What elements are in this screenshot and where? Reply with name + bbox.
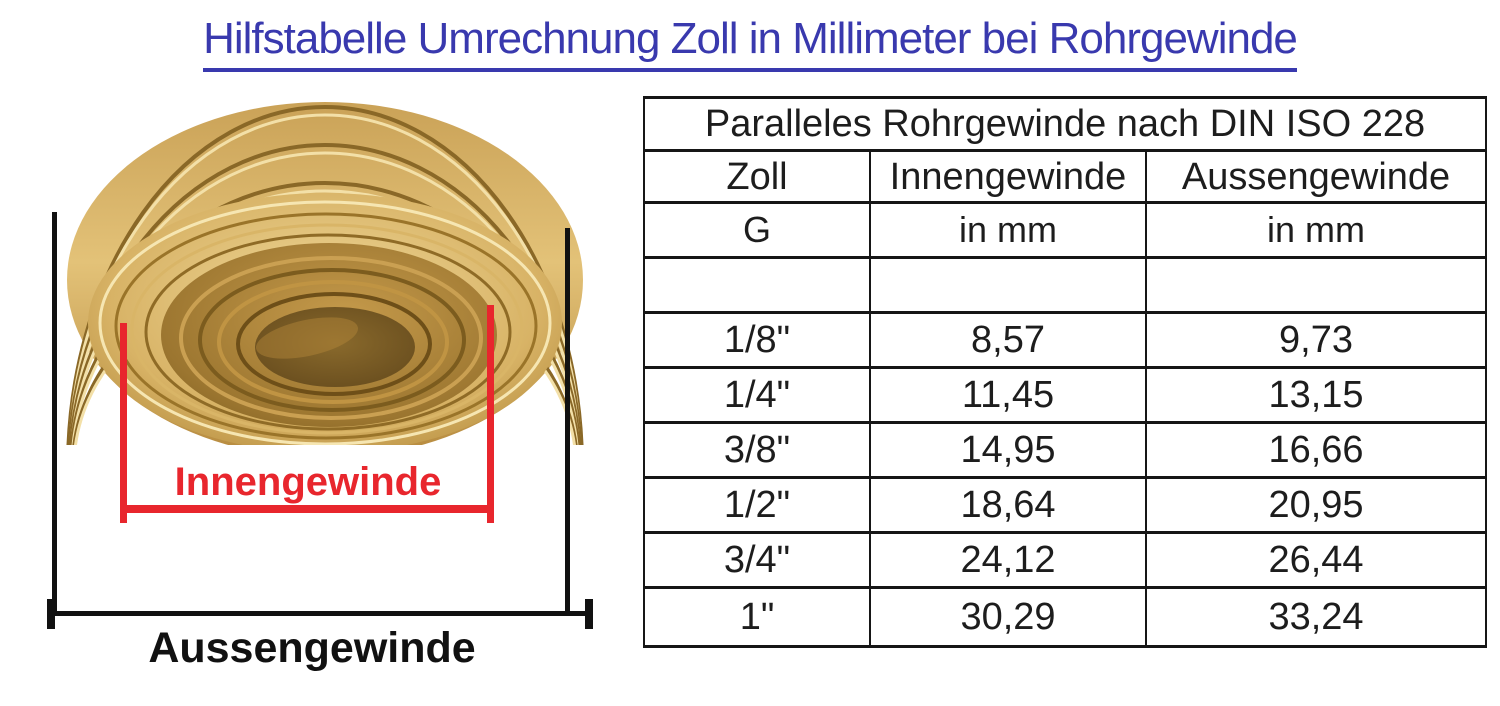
table-row: 3/8" 14,95 16,66: [643, 421, 1488, 479]
cell-aussengewinde: 26,44: [1144, 531, 1488, 589]
spacer-row: [643, 256, 1488, 314]
spacer-cell: [643, 256, 871, 314]
cell-aussengewinde: 20,95: [1144, 476, 1488, 534]
cell-zoll: 1": [643, 586, 871, 648]
col-header-aussengewinde: Aussengewinde: [1144, 149, 1488, 204]
inner-thread-label: Innengewinde: [175, 460, 442, 504]
inner-dim-bottom-line: [120, 505, 494, 513]
cell-zoll: 3/4": [643, 531, 871, 589]
cell-innengewinde: 14,95: [869, 421, 1147, 479]
column-header-row: Zoll Innengewinde Aussengewinde: [643, 149, 1488, 204]
outer-dim-right-line: [565, 228, 570, 616]
cell-innengewinde: 30,29: [869, 586, 1147, 648]
page-title: Hilfstabelle Umrechnung Zoll in Millimet…: [203, 15, 1298, 73]
cell-aussengewinde: 13,15: [1144, 366, 1488, 424]
cell-zoll: 1/4": [643, 366, 871, 424]
outer-dim-bottom-line: [48, 611, 593, 616]
unit-innengewinde: in mm: [869, 201, 1147, 259]
cell-zoll: 1/8": [643, 311, 871, 369]
outer-thread-label: Aussengewinde: [148, 624, 475, 672]
cell-aussengewinde: 9,73: [1144, 311, 1488, 369]
brass-fitting-photo: [66, 102, 584, 445]
inner-dimension-lines: [120, 305, 494, 523]
inner-thread-ridges: [179, 256, 483, 420]
outer-dim-left-line: [52, 212, 57, 616]
brass-fitting-figure: Innengewinde Aussengewinde: [47, 102, 593, 672]
table-header-row: Paralleles Rohrgewinde nach DIN ISO 228: [642, 96, 1488, 152]
cell-aussengewinde: 16,66: [1144, 421, 1488, 479]
inner-dim-right-line: [487, 305, 494, 523]
unit-header-row: G in mm in mm: [643, 201, 1488, 259]
cell-innengewinde: 18,64: [869, 476, 1147, 534]
table-row: 1/4" 11,45 13,15: [643, 366, 1488, 424]
cell-innengewinde: 24,12: [869, 531, 1147, 589]
col-header-zoll: Zoll: [643, 149, 871, 204]
outer-dim-left-tick: [47, 599, 55, 629]
unit-zoll: G: [643, 201, 871, 259]
cell-innengewinde: 11,45: [869, 366, 1147, 424]
table-row: 1/2" 18,64 20,95: [643, 476, 1488, 534]
table-title: Paralleles Rohrgewinde nach DIN ISO 228: [642, 96, 1488, 152]
outer-dimension-lines: [47, 212, 593, 629]
cell-aussengewinde: 33,24: [1144, 586, 1488, 648]
unit-aussengewinde: in mm: [1144, 201, 1488, 259]
table-row: 1" 30,29 33,24: [643, 586, 1488, 648]
cell-zoll: 1/2": [643, 476, 871, 534]
page-title-wrap: Hilfstabelle Umrechnung Zoll in Millimet…: [0, 15, 1500, 73]
outer-dim-right-tick: [585, 599, 593, 629]
col-header-innengewinde: Innengewinde: [869, 149, 1147, 204]
cell-zoll: 3/8": [643, 421, 871, 479]
table-row: 3/4" 24,12 26,44: [643, 531, 1488, 589]
inner-dim-left-line: [120, 323, 127, 523]
conversion-table: Paralleles Rohrgewinde nach DIN ISO 228 …: [642, 96, 1488, 648]
cell-innengewinde: 8,57: [869, 311, 1147, 369]
face-rings: [98, 200, 552, 445]
table-row: 1/8" 8,57 9,73: [643, 311, 1488, 369]
spacer-cell: [869, 256, 1147, 314]
spacer-cell: [1144, 256, 1488, 314]
